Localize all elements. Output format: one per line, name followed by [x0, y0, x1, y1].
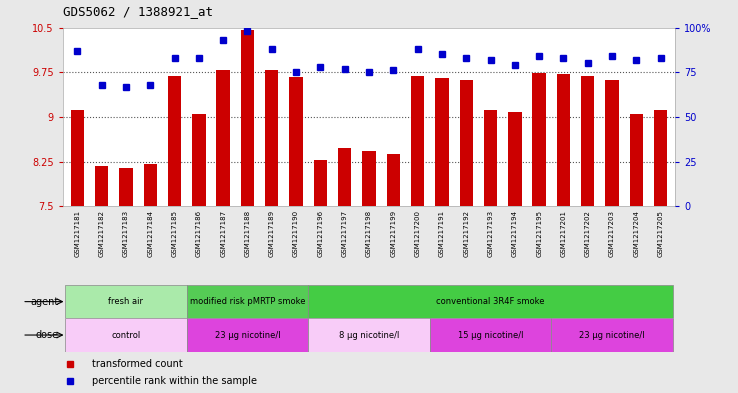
Bar — [144, 164, 157, 206]
Text: GSM1217182: GSM1217182 — [99, 210, 105, 257]
Text: GSM1217199: GSM1217199 — [390, 210, 396, 257]
Text: percentile rank within the sample: percentile rank within the sample — [92, 376, 258, 386]
Bar — [241, 31, 254, 206]
Bar — [95, 166, 108, 206]
Bar — [216, 70, 230, 206]
Text: 8 µg nicotine/l: 8 µg nicotine/l — [339, 331, 399, 340]
Text: transformed count: transformed count — [92, 358, 183, 369]
Text: GSM1217205: GSM1217205 — [658, 210, 663, 257]
Bar — [168, 76, 182, 206]
Bar — [630, 114, 643, 206]
Bar — [289, 77, 303, 206]
Text: 23 µg nicotine/l: 23 µg nicotine/l — [215, 331, 280, 340]
Bar — [551, 318, 673, 352]
Text: GSM1217198: GSM1217198 — [366, 210, 372, 257]
Bar — [654, 110, 667, 206]
Text: GSM1217183: GSM1217183 — [123, 210, 129, 257]
Bar — [314, 160, 327, 206]
Text: GSM1217201: GSM1217201 — [560, 210, 567, 257]
Text: GSM1217184: GSM1217184 — [148, 210, 154, 257]
Bar — [308, 285, 673, 318]
Bar — [605, 80, 618, 206]
Text: GSM1217193: GSM1217193 — [488, 210, 494, 257]
Text: dose: dose — [36, 330, 59, 340]
Text: 23 µg nicotine/l: 23 µg nicotine/l — [579, 331, 645, 340]
Text: GSM1217196: GSM1217196 — [317, 210, 323, 257]
Text: GSM1217197: GSM1217197 — [342, 210, 348, 257]
Text: fresh air: fresh air — [108, 297, 143, 306]
Text: GDS5062 / 1388921_at: GDS5062 / 1388921_at — [63, 5, 213, 18]
Text: conventional 3R4F smoke: conventional 3R4F smoke — [436, 297, 545, 306]
Text: GSM1217202: GSM1217202 — [584, 210, 590, 257]
Text: GSM1217195: GSM1217195 — [536, 210, 542, 257]
Text: GSM1217191: GSM1217191 — [439, 210, 445, 257]
Text: GSM1217203: GSM1217203 — [609, 210, 615, 257]
Bar — [430, 318, 551, 352]
Text: GSM1217187: GSM1217187 — [220, 210, 226, 257]
Text: modified risk pMRTP smoke: modified risk pMRTP smoke — [190, 297, 306, 306]
Text: GSM1217200: GSM1217200 — [415, 210, 421, 257]
Bar — [120, 168, 133, 206]
Text: GSM1217192: GSM1217192 — [463, 210, 469, 257]
Bar — [581, 76, 594, 206]
Text: GSM1217189: GSM1217189 — [269, 210, 275, 257]
Bar — [265, 70, 278, 206]
Bar — [387, 154, 400, 206]
Bar — [484, 110, 497, 206]
Bar — [411, 76, 424, 206]
Bar — [71, 110, 84, 206]
Text: GSM1217194: GSM1217194 — [512, 210, 518, 257]
Bar — [65, 285, 187, 318]
Bar — [460, 80, 473, 206]
Text: GSM1217181: GSM1217181 — [75, 210, 80, 257]
Text: GSM1217188: GSM1217188 — [244, 210, 250, 257]
Bar — [187, 318, 308, 352]
Bar — [435, 78, 449, 206]
Text: GSM1217190: GSM1217190 — [293, 210, 299, 257]
Bar — [308, 318, 430, 352]
Bar — [192, 114, 206, 206]
Bar — [362, 151, 376, 206]
Text: control: control — [111, 331, 140, 340]
Bar — [532, 73, 546, 206]
Text: GSM1217204: GSM1217204 — [633, 210, 639, 257]
Text: agent: agent — [31, 297, 59, 307]
Bar — [556, 74, 570, 206]
Bar — [187, 285, 308, 318]
Text: GSM1217186: GSM1217186 — [196, 210, 202, 257]
Text: 15 µg nicotine/l: 15 µg nicotine/l — [458, 331, 523, 340]
Bar — [65, 318, 187, 352]
Bar — [508, 112, 522, 206]
Bar — [338, 148, 351, 206]
Text: GSM1217185: GSM1217185 — [171, 210, 178, 257]
